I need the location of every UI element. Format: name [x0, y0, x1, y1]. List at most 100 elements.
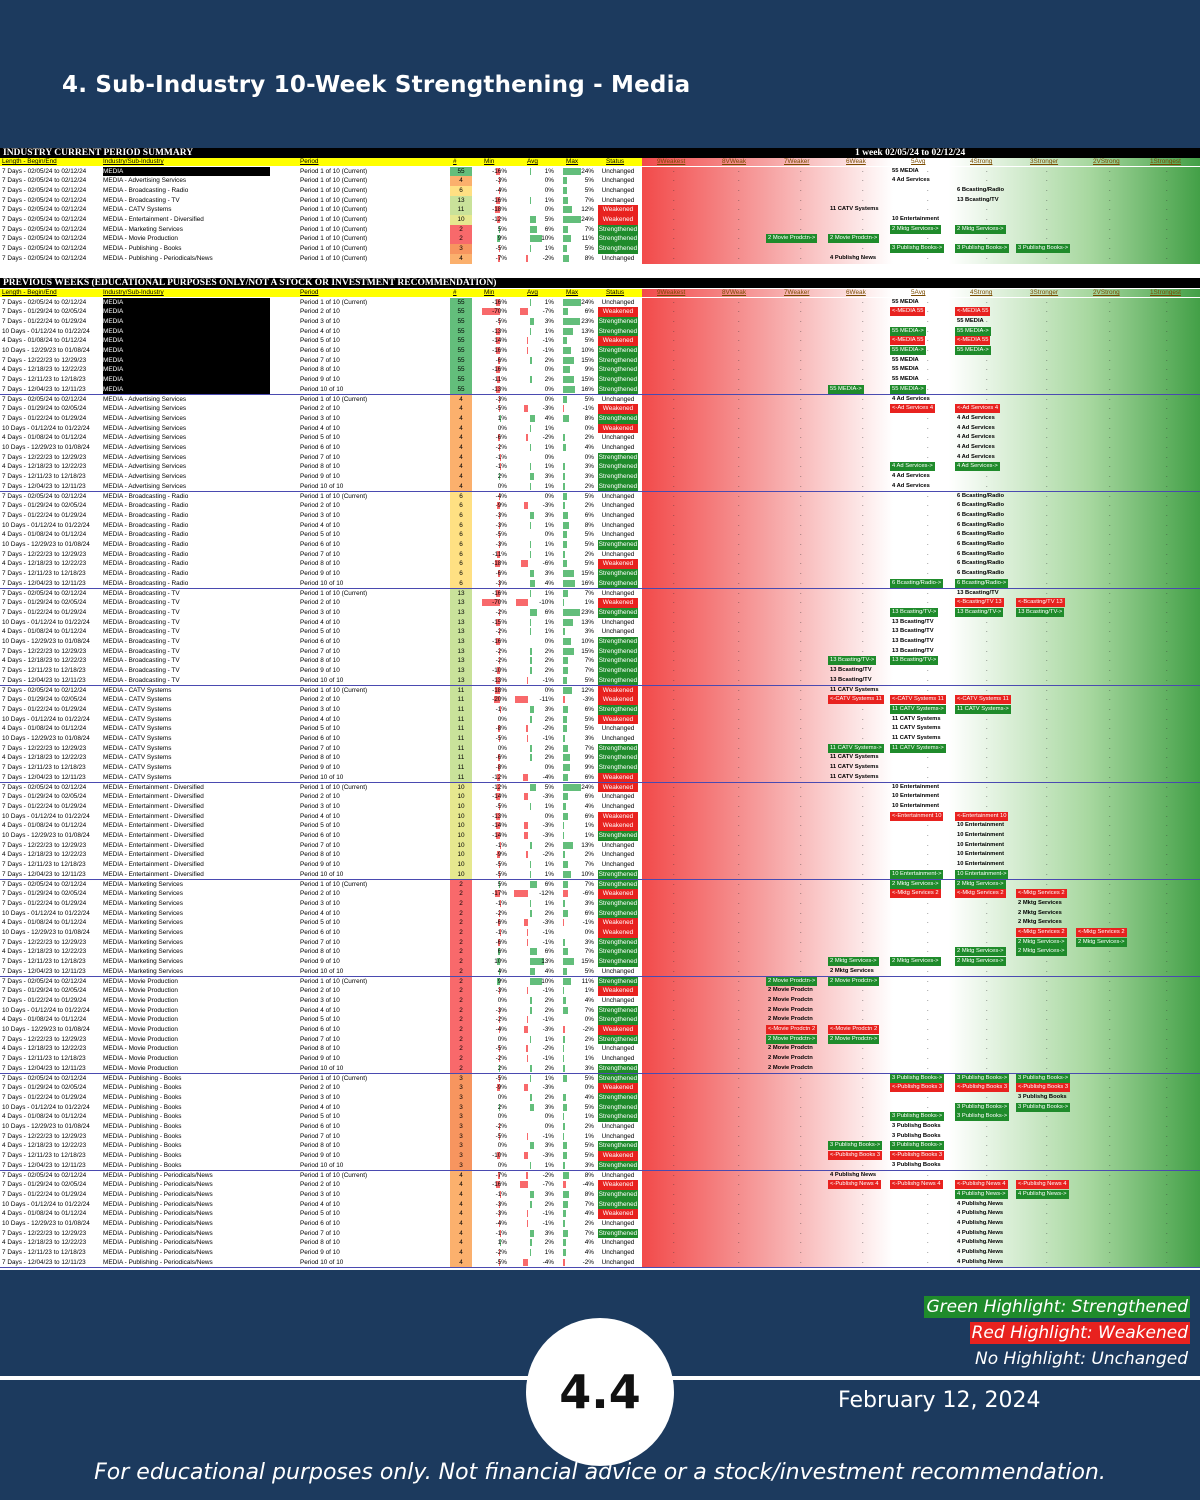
- row-avg: -2%: [542, 851, 554, 859]
- grade-dot: .: [1046, 1016, 1048, 1023]
- grade-mark: 2 Mktg Services->: [1016, 937, 1067, 947]
- row-max: 1%: [584, 987, 594, 995]
- avg-bar: [514, 696, 528, 704]
- row-count: 11: [450, 704, 472, 715]
- grade-mark: 4 Publishg News: [957, 1220, 1004, 1226]
- grade-dot: .: [673, 1113, 675, 1120]
- grade-dot: .: [986, 929, 988, 935]
- row-max: 5%: [584, 676, 594, 684]
- table-row: 4 Days - 01/08/24 to 01/12/24 MEDIA Period…: [0, 336, 1200, 346]
- row-avg: 0%: [544, 638, 554, 645]
- grade-dot: .: [800, 541, 802, 547]
- avg-bar: [530, 996, 533, 1004]
- min-bar: [495, 196, 500, 204]
- grade-dot: .: [1046, 705, 1048, 712]
- grade-mark: 2 Mktg Services->: [1076, 937, 1127, 947]
- row-avg: -3%: [542, 502, 554, 510]
- row-industry: MEDIA - Publishing - Books: [103, 1132, 182, 1140]
- grade-dot: .: [986, 424, 988, 431]
- grade-dot: .: [1109, 861, 1111, 868]
- row-avg: -3%: [542, 793, 554, 801]
- row-min: -3%: [495, 541, 507, 548]
- grade-dot: .: [800, 463, 802, 470]
- row-avg: 4%: [544, 414, 554, 422]
- max-bar: [563, 216, 581, 223]
- table-row: 7 Days - 12/11/23 to 12/18/23 MEDIA - Bro…: [0, 666, 1200, 676]
- row-max: 6%: [584, 705, 594, 713]
- row-industry: MEDIA - Entertainment - Diversified: [103, 832, 204, 839]
- max-bar: [563, 977, 572, 985]
- table-row: 10 Days - 12/29/23 to 01/08/24 MEDIA - Mo…: [0, 1025, 1200, 1035]
- row-industry: MEDIA - Entertainment - Diversified: [103, 793, 204, 801]
- row-max: 24%: [581, 298, 594, 306]
- row-avg: 0%: [544, 395, 554, 403]
- table-row: 7 Days - 12/11/23 to 12/18/23 MEDIA - Pub…: [0, 1151, 1200, 1161]
- row-industry: MEDIA - Broadcasting - TV: [103, 196, 180, 204]
- grade-dot: .: [1166, 958, 1168, 965]
- row-period: Period 9 of 10: [300, 473, 340, 481]
- grade-dot: .: [1046, 1152, 1048, 1159]
- row-min: 2%: [497, 1103, 507, 1111]
- row-status: Strengthened: [598, 666, 638, 676]
- grade-mark: <-CATV Systems 11: [828, 695, 884, 705]
- min-bar: [499, 473, 500, 481]
- grade-dot: .: [1109, 1152, 1111, 1159]
- grade-mark: 6 Bcasting/Radio: [957, 492, 1005, 499]
- grade-dot: .: [800, 521, 802, 528]
- row-avg: 0%: [544, 177, 554, 185]
- grade-dot: .: [1109, 599, 1111, 606]
- row-min: -4%: [495, 1026, 507, 1033]
- row-count: 6: [450, 540, 472, 550]
- max-bar: [563, 890, 568, 898]
- grade-dot: .: [862, 628, 864, 635]
- grade-dot: .: [986, 376, 988, 383]
- grade-dot: .: [986, 206, 988, 213]
- grade-dot: .: [673, 880, 675, 887]
- grade-dot: .: [673, 424, 675, 431]
- row-count: 2: [450, 976, 472, 987]
- row-count: 10: [450, 782, 472, 793]
- row-max: 1%: [584, 1113, 594, 1121]
- row-max: 0%: [584, 1016, 594, 1024]
- grade-dot: .: [862, 395, 864, 402]
- grade-dot: .: [1109, 686, 1111, 693]
- row-max: 2%: [584, 482, 594, 490]
- min-bar: [499, 608, 500, 616]
- grade-dot: .: [1046, 1045, 1048, 1052]
- row-length: 10 Days - 01/12/24 to 01/22/24: [2, 521, 90, 529]
- row-length: 4 Days - 01/08/24 to 01/12/24: [2, 1016, 87, 1024]
- grade-dot: .: [738, 245, 740, 252]
- grade-dot: .: [927, 298, 929, 305]
- grade-dot: .: [1046, 186, 1048, 193]
- row-min: -9%: [495, 502, 507, 510]
- table-row: 7 Days - 02/05/24 to 02/12/24 MEDIA Period…: [0, 166, 1200, 177]
- grade-mark: 10 Entertainment: [892, 793, 940, 800]
- grade-dot: .: [738, 822, 740, 829]
- row-industry: MEDIA - Entertainment - Diversified: [103, 870, 204, 878]
- avg-bar: [530, 705, 534, 713]
- row-industry: MEDIA - Broadcasting - Radio: [103, 502, 189, 510]
- row-max: 7%: [584, 861, 594, 869]
- grade-mark: 10 Entertainment: [957, 832, 1005, 838]
- grade-dot: .: [1109, 628, 1111, 635]
- row-count: 13: [450, 637, 472, 647]
- grade-dot: .: [862, 1113, 864, 1120]
- row-max: 1%: [584, 1045, 594, 1053]
- grade-dot: .: [1046, 366, 1048, 373]
- grade-dot: .: [800, 531, 802, 538]
- row-period: Period 1 of 10 (Current): [300, 245, 368, 253]
- grade-dot: .: [986, 744, 988, 751]
- grade-dot: .: [738, 1249, 740, 1256]
- row-status: Weakened: [598, 714, 638, 725]
- disclaimer-footer: For educational purposes only. Not finan…: [94, 1460, 1106, 1485]
- grade-dot: .: [738, 841, 740, 848]
- grade-mark: 4 Ad Services: [957, 453, 995, 460]
- row-max: 9%: [584, 366, 594, 374]
- row-min: 0%: [497, 1142, 507, 1150]
- grade-dot: .: [862, 1258, 864, 1265]
- row-period: Period 7 of 10: [300, 938, 340, 946]
- grade-dot: .: [673, 327, 675, 334]
- row-max: 8%: [584, 1171, 594, 1179]
- grade-mark: 2 Movie Prodctn->: [766, 976, 818, 986]
- row-industry: MEDIA - CATV Systems: [103, 705, 172, 713]
